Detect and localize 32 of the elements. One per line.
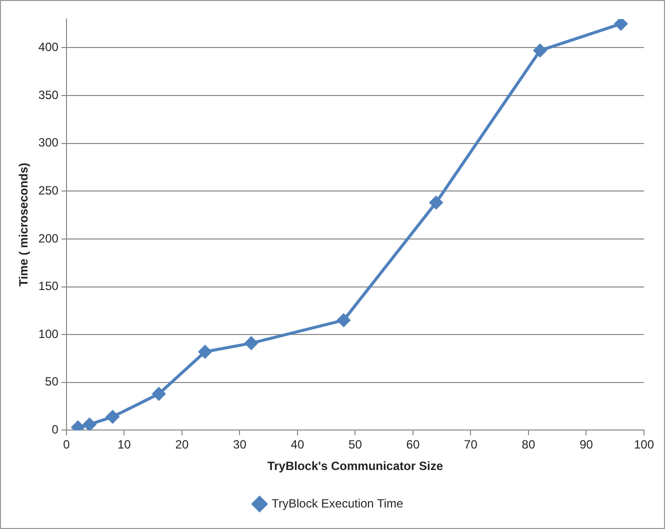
x-tick-label: 20	[175, 438, 189, 452]
x-tick-label: 100	[634, 438, 654, 452]
y-tick-label: 300	[38, 136, 59, 150]
legend-label: TryBlock Execution Time	[272, 496, 404, 510]
y-axis-title: Time ( microseconds)	[16, 162, 31, 287]
x-tick-label: 10	[118, 438, 132, 452]
y-tick-label: 400	[38, 40, 59, 54]
y-tick-label: 250	[38, 183, 59, 198]
point	[198, 345, 212, 358]
x-tick-label: 90	[580, 438, 594, 452]
x-tick-label: 70	[464, 438, 478, 452]
y-tick-label: 100	[38, 326, 59, 341]
x-tick-label: 40	[290, 438, 304, 452]
point	[152, 387, 166, 400]
x-tick-label: 80	[522, 438, 536, 452]
x-tick-label: 60	[406, 438, 420, 452]
point	[534, 44, 547, 58]
y-tick-label: 0	[52, 422, 59, 437]
y-tick-label: 150	[38, 279, 59, 294]
point	[83, 418, 96, 430]
x-axis-title: TryBlock's Communicator Size	[267, 459, 444, 474]
point	[614, 19, 628, 30]
y-tick-label: 350	[38, 88, 59, 102]
point	[430, 196, 443, 210]
point	[337, 314, 350, 327]
x-tick-label: 30	[233, 438, 247, 452]
y-tick-label: 50	[45, 374, 59, 389]
x-tick-label: 0	[63, 438, 70, 452]
point	[106, 410, 120, 424]
point	[244, 336, 258, 350]
x-tick-label: 50	[348, 438, 362, 452]
y-tick-label: 200	[38, 231, 59, 246]
